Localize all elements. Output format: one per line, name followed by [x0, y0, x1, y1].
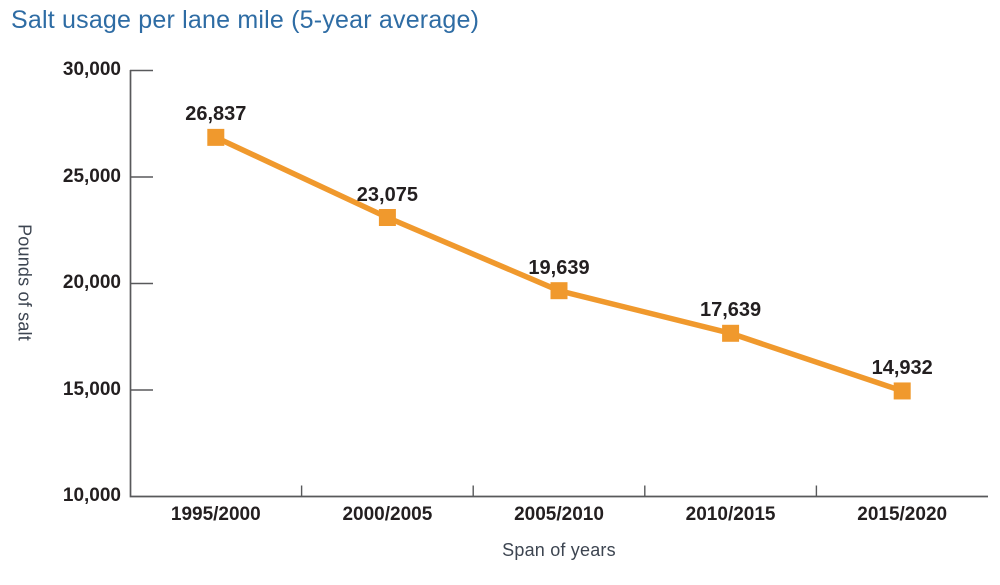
- data-point-marker: [722, 324, 740, 342]
- data-point-marker: [893, 382, 911, 400]
- data-value-label: 23,075: [356, 183, 418, 206]
- x-tick-label: 2005/2010: [514, 504, 604, 525]
- chart-title: Salt usage per lane mile (5-year average…: [11, 6, 480, 34]
- x-tick-label: 2000/2005: [342, 504, 433, 525]
- data-value-label: 17,639: [700, 299, 762, 322]
- x-tick-label: 1995/2000: [170, 504, 261, 525]
- data-point-marker: [378, 209, 396, 227]
- y-tick-label: 10,000: [62, 485, 121, 506]
- data-point-marker: [207, 128, 225, 146]
- y-tick-label: 15,000: [62, 378, 121, 400]
- y-tick-label: 25,000: [62, 165, 121, 187]
- y-tick-label: 20,000: [62, 272, 121, 293]
- x-tick-label: 2010/2015: [685, 504, 776, 525]
- data-value-label: 14,932: [871, 356, 933, 379]
- axis-lines: [129, 70, 988, 498]
- data-value-label: 19,639: [528, 256, 590, 279]
- data-point-marker: [550, 282, 568, 300]
- x-tick-label: 2015/2020: [857, 504, 948, 525]
- x-axis-title: Span of years: [502, 540, 616, 560]
- data-value-label: 26,837: [185, 103, 247, 126]
- y-tick-label: 30,000: [62, 59, 121, 80]
